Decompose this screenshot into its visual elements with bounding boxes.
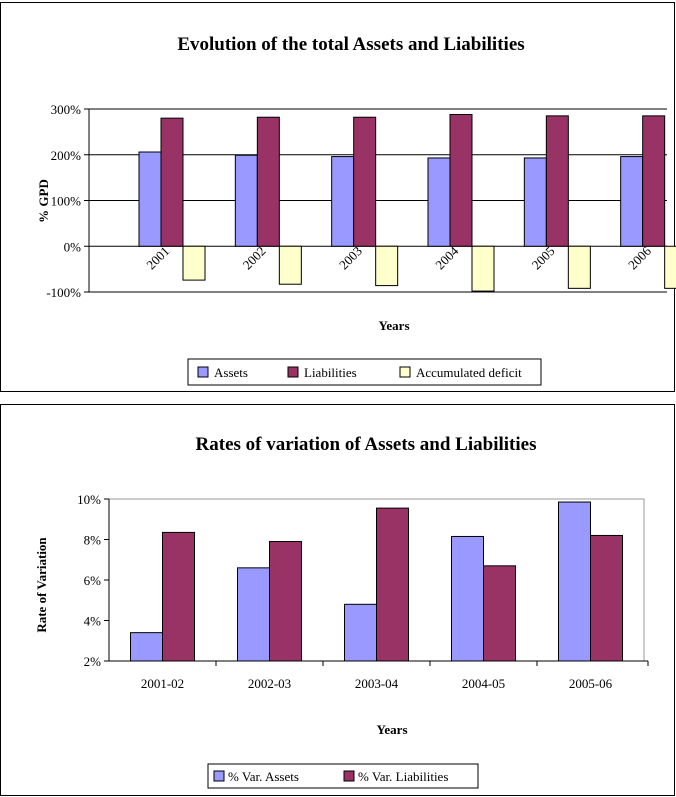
bar-accumulated-deficit-2001 — [182, 245, 206, 281]
bar-accumulated-deficit-2004 — [471, 245, 495, 292]
y-tick-label: 2% — [84, 654, 102, 669]
chart-2-title: Rates of variation of Assets and Liabili… — [196, 434, 537, 455]
bar-liabilities-2003 — [353, 116, 377, 247]
x-tick-label: 2006 — [625, 243, 654, 272]
bar-assets-2002 — [234, 154, 258, 247]
legend-label: % Var. Liabilities — [358, 769, 448, 784]
y-tick-label: 4% — [84, 614, 102, 629]
bar--var-assets-2004-05 — [451, 535, 484, 662]
bar-liabilities-2005 — [545, 115, 569, 247]
bar--var-liabilities-2004-05 — [483, 565, 516, 662]
x-tick-label: 2002 — [240, 243, 269, 272]
bar-assets-2003 — [331, 156, 355, 247]
legend-swatch — [197, 366, 209, 378]
bar-liabilities-2004 — [449, 113, 473, 247]
x-tick-label: 2004 — [432, 243, 461, 272]
x-tick-label: 2001 — [143, 243, 172, 272]
bar--var-liabilities-2002-03 — [269, 541, 302, 662]
bar--var-assets-2003-04 — [344, 603, 377, 662]
bar-accumulated-deficit-2006 — [664, 245, 676, 289]
x-tick-label: 2003-04 — [355, 676, 399, 691]
bar-liabilities-2006 — [642, 115, 666, 247]
chart-2-xlabel: Years — [376, 722, 407, 737]
chart-1-panel: Evolution of the total Assets and Liabil… — [0, 2, 676, 392]
legend-box — [207, 763, 479, 789]
bar-assets-2005 — [523, 157, 547, 247]
bar--var-liabilities-2001-02 — [162, 531, 195, 662]
chart-1-title: Evolution of the total Assets and Liabil… — [177, 34, 524, 55]
y-tick-label: 300% — [51, 102, 82, 117]
legend-swatch — [213, 770, 225, 782]
chart-2-ylabel: Rate of Variation — [34, 537, 49, 633]
y-tick-label: 100% — [51, 194, 82, 209]
y-tick-label: -100% — [46, 285, 81, 300]
legend-swatch — [343, 770, 355, 782]
legend-swatch — [287, 366, 299, 378]
y-tick-label: 10% — [77, 492, 101, 507]
bar-assets-2006 — [620, 156, 644, 247]
chart-1-xlabel: Years — [378, 318, 409, 333]
bar-liabilities-2002 — [256, 116, 280, 247]
bar-assets-2004 — [427, 157, 451, 247]
bar-accumulated-deficit-2002 — [278, 245, 302, 285]
x-tick-label: 2001-02 — [141, 676, 184, 691]
legend-swatch — [399, 366, 411, 378]
chart-1-ylabel: % GPD — [36, 179, 51, 223]
chart-2-panel: Rates of variation of Assets and Liabili… — [0, 404, 675, 796]
legend-label: Accumulated deficit — [416, 365, 522, 380]
y-tick-label: 8% — [84, 533, 102, 548]
x-tick-label: 2005-06 — [569, 676, 613, 691]
bar--var-assets-2001-02 — [130, 632, 163, 662]
y-tick-label: 6% — [84, 573, 102, 588]
legend-label: Liabilities — [304, 365, 357, 380]
bar-accumulated-deficit-2005 — [567, 245, 591, 289]
bar--var-liabilities-2003-04 — [376, 507, 409, 662]
legend-label: % Var. Assets — [228, 769, 299, 784]
x-tick-label: 2002-03 — [248, 676, 291, 691]
legend-label: Assets — [214, 365, 248, 380]
bar-accumulated-deficit-2003 — [375, 245, 399, 287]
bar--var-liabilities-2005-06 — [590, 534, 623, 662]
x-tick-label: 2005 — [529, 243, 558, 272]
x-tick-label: 2004-05 — [462, 676, 505, 691]
bar-assets-2001 — [138, 151, 162, 247]
x-tick-label: 2003 — [336, 243, 365, 272]
bar--var-assets-2005-06 — [558, 501, 591, 662]
y-tick-label: 0% — [64, 239, 82, 254]
bar--var-assets-2002-03 — [237, 567, 270, 662]
legend-box — [187, 358, 542, 386]
chart-1: Evolution of the total Assets and Liabil… — [36, 34, 676, 386]
y-tick-label: 200% — [51, 148, 82, 163]
chart-2: Rates of variation of Assets and Liabili… — [34, 434, 649, 789]
bar-liabilities-2001 — [160, 117, 184, 247]
